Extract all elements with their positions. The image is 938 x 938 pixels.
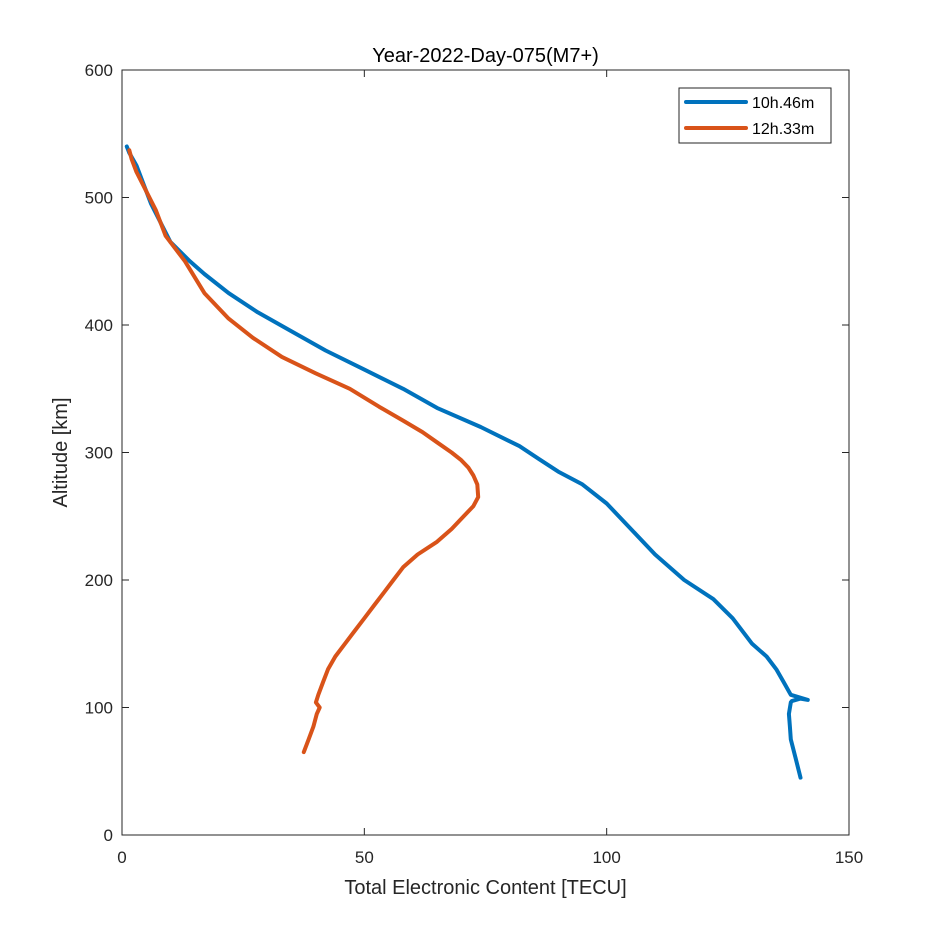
x-tick-label: 50: [355, 848, 374, 867]
series-line-12h33m: [127, 148, 481, 755]
axis-tick-labels: 0 50 100 150 0 100 200 300 400 500 600: [85, 61, 864, 867]
y-tick-label: 600: [85, 61, 113, 80]
y-tick-label: 300: [85, 444, 113, 463]
x-tick-label: 150: [835, 848, 863, 867]
axis-ticks: [121, 69, 850, 836]
y-tick-label: 100: [85, 699, 113, 718]
legend-label-12h33m: 12h.33m: [752, 121, 814, 138]
x-tick-label: 100: [592, 848, 620, 867]
series-lines: [124, 144, 810, 780]
y-tick-label: 400: [85, 316, 113, 335]
y-tick-label: 200: [85, 571, 113, 590]
legend-box: [678, 87, 832, 144]
x-axis-title: Total Electronic Content [TECU]: [344, 877, 626, 899]
chart-title: Year-2022-Day-075(M7+): [372, 45, 599, 67]
y-axis-title: Altitude [km]: [50, 397, 72, 507]
plot-area: [122, 70, 849, 835]
y-tick-label: 500: [85, 189, 113, 208]
legend-label-10h46m: 10h.46m: [752, 95, 814, 112]
x-tick-label: 0: [117, 848, 126, 867]
y-tick-label: 0: [104, 826, 113, 845]
legend: 10h.46m 12h.33m: [678, 87, 832, 144]
series-line-10h46m: [124, 144, 810, 780]
